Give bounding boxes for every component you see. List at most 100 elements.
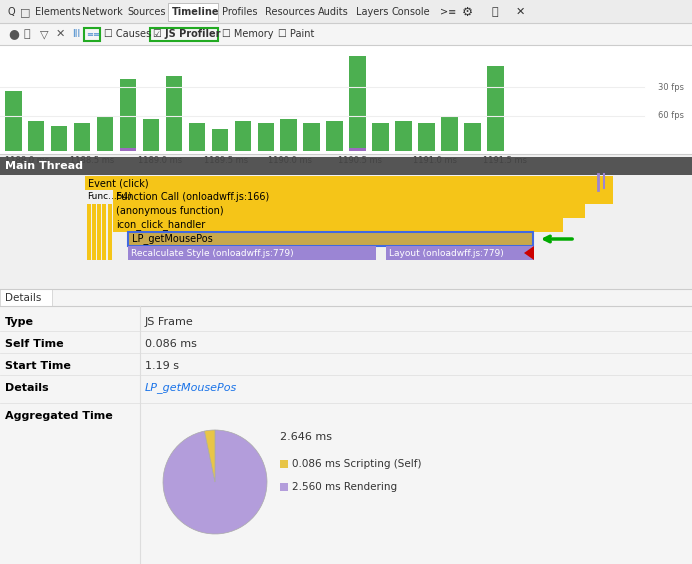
Bar xyxy=(150,28,218,41)
Bar xyxy=(0,289,692,564)
Bar xyxy=(97,116,113,151)
Text: icon_click_handler: icon_click_handler xyxy=(116,219,206,231)
Text: Details: Details xyxy=(5,293,42,303)
Bar xyxy=(418,123,435,151)
Bar xyxy=(280,119,297,151)
Bar xyxy=(372,123,389,151)
Text: Self Time: Self Time xyxy=(5,339,64,349)
Bar xyxy=(165,76,182,151)
Bar xyxy=(212,129,228,151)
Bar xyxy=(280,483,288,491)
Text: 1190.5 ms: 1190.5 ms xyxy=(338,156,382,165)
Text: ✕: ✕ xyxy=(56,29,65,39)
Text: ☐ Memory: ☐ Memory xyxy=(222,29,273,39)
Bar xyxy=(84,28,100,41)
Bar xyxy=(0,0,692,23)
Bar xyxy=(87,204,91,260)
Text: 1189.0 ms: 1189.0 ms xyxy=(138,156,182,165)
Bar xyxy=(120,148,136,151)
Text: JS Frame: JS Frame xyxy=(145,317,194,327)
Text: 1.19 s: 1.19 s xyxy=(145,361,179,371)
Text: Layout (onloadwff.js:779): Layout (onloadwff.js:779) xyxy=(389,249,504,258)
Text: ☐ Causes: ☐ Causes xyxy=(104,29,151,39)
Bar xyxy=(113,204,585,218)
Text: □: □ xyxy=(20,7,30,17)
Text: Elements: Elements xyxy=(35,7,81,17)
Bar xyxy=(0,289,52,306)
Bar xyxy=(128,246,376,260)
Bar xyxy=(168,3,218,21)
Text: Audits: Audits xyxy=(318,7,349,17)
Text: 2.646 ms: 2.646 ms xyxy=(280,432,332,442)
Bar xyxy=(113,218,563,232)
Bar xyxy=(74,123,91,151)
Text: Event (click): Event (click) xyxy=(88,178,149,188)
Text: ≡≡: ≡≡ xyxy=(86,29,100,38)
Text: 0.086 ms Scripting (Self): 0.086 ms Scripting (Self) xyxy=(292,459,421,469)
Text: Details: Details xyxy=(5,383,48,393)
Text: ⧉: ⧉ xyxy=(492,7,499,17)
Bar xyxy=(102,204,106,260)
Bar xyxy=(143,119,159,151)
Bar xyxy=(128,232,533,246)
Text: 1189.5 ms: 1189.5 ms xyxy=(204,156,248,165)
Bar xyxy=(28,121,44,151)
Bar xyxy=(487,66,504,151)
Text: lll: lll xyxy=(72,29,80,39)
Text: 2.560 ms Rendering: 2.560 ms Rendering xyxy=(292,482,397,492)
Text: Console: Console xyxy=(392,7,430,17)
Text: ⚙: ⚙ xyxy=(462,6,473,19)
Bar xyxy=(92,204,96,260)
Text: ●: ● xyxy=(8,28,19,41)
Text: Resources: Resources xyxy=(265,7,315,17)
Bar xyxy=(0,157,692,175)
Text: ⦰: ⦰ xyxy=(24,29,30,39)
Bar xyxy=(349,56,366,151)
Text: Q: Q xyxy=(8,7,16,17)
Text: 60 fps: 60 fps xyxy=(658,112,684,121)
Polygon shape xyxy=(524,246,534,260)
Text: Start Time: Start Time xyxy=(5,361,71,371)
Text: 1191.0 ms: 1191.0 ms xyxy=(413,156,457,165)
Bar xyxy=(97,204,101,260)
Wedge shape xyxy=(163,430,267,534)
Text: ☐ Paint: ☐ Paint xyxy=(278,29,314,39)
Text: 1190.0 ms: 1190.0 ms xyxy=(268,156,312,165)
Bar xyxy=(235,121,251,151)
Bar xyxy=(51,126,67,151)
Bar xyxy=(0,45,692,154)
Text: Recalculate Style (onloadwff.js:779): Recalculate Style (onloadwff.js:779) xyxy=(131,249,293,258)
Text: (anonymous function): (anonymous function) xyxy=(116,206,224,216)
Text: >≡: >≡ xyxy=(440,7,456,17)
Text: 0.086 ms: 0.086 ms xyxy=(145,339,197,349)
Bar xyxy=(395,121,412,151)
Text: Network: Network xyxy=(82,7,122,17)
Text: 30 fps: 30 fps xyxy=(658,82,684,91)
Text: Sources: Sources xyxy=(127,7,165,17)
Text: LP_getMousePos: LP_getMousePos xyxy=(145,382,237,394)
Bar xyxy=(349,148,366,151)
Bar xyxy=(441,116,457,151)
Text: 1188.0 ms: 1188.0 ms xyxy=(5,156,49,165)
Text: Func...54): Func...54) xyxy=(87,192,131,201)
Bar xyxy=(189,123,205,151)
Bar xyxy=(113,190,613,204)
Text: Function Call (onloadwff.js:166): Function Call (onloadwff.js:166) xyxy=(116,192,269,202)
Text: 1188.5 ms: 1188.5 ms xyxy=(70,156,114,165)
Text: Type: Type xyxy=(5,317,34,327)
Bar xyxy=(257,123,274,151)
Bar xyxy=(0,175,692,289)
Bar xyxy=(0,23,692,45)
Text: ✕: ✕ xyxy=(516,7,525,17)
Bar xyxy=(85,176,613,190)
Text: Layers: Layers xyxy=(356,7,388,17)
Text: ☑ JS Profiler: ☑ JS Profiler xyxy=(153,29,221,39)
Wedge shape xyxy=(204,430,215,482)
Bar xyxy=(128,232,533,246)
Bar xyxy=(5,91,21,151)
Bar xyxy=(327,121,343,151)
Text: Main Thread: Main Thread xyxy=(5,161,83,171)
Bar xyxy=(108,204,112,260)
Text: Timeline: Timeline xyxy=(172,7,219,17)
Text: ▽: ▽ xyxy=(40,29,48,39)
